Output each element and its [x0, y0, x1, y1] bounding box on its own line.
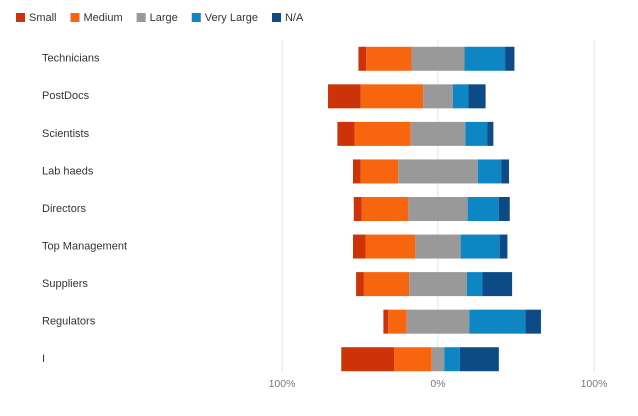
bar-segment	[356, 272, 364, 297]
legend-label: Large	[150, 12, 178, 24]
bar-segment	[525, 309, 541, 334]
bar-segment	[337, 121, 355, 146]
bar-segment	[466, 272, 483, 297]
y-tick-label: I	[42, 353, 45, 365]
bar-segment	[406, 309, 470, 334]
x-tick-label: 100%	[581, 378, 608, 390]
legend-label: Very Large	[205, 12, 258, 24]
bar-segment	[409, 272, 467, 297]
x-tick-label: 100%	[269, 378, 296, 390]
y-tick-label: Regulators	[42, 316, 96, 328]
bar-segment	[501, 159, 509, 184]
legend-swatch	[70, 13, 80, 22]
legend-swatch	[191, 13, 201, 22]
bar-segment	[467, 197, 499, 221]
bar-segment	[468, 84, 486, 109]
bar-segment	[366, 46, 412, 71]
y-tick-label: Technicians	[42, 53, 100, 65]
bar-segment	[505, 46, 515, 71]
y-tick-label: PostDocs	[42, 90, 90, 102]
bar-segment	[482, 272, 513, 297]
bar-segment	[360, 84, 424, 109]
bar-segment	[361, 197, 409, 221]
bar-segment	[353, 197, 362, 221]
bar-segment	[394, 347, 432, 372]
legend-swatch	[16, 13, 25, 22]
bar-segment	[469, 309, 526, 334]
bar-segment	[487, 121, 494, 146]
x-tick-label: 0%	[430, 378, 445, 390]
bar-segment	[354, 121, 411, 146]
legend-label: N/A	[285, 12, 304, 24]
bar-segment	[365, 234, 416, 259]
y-tick-label: Top Management	[42, 240, 127, 252]
bar-segment	[352, 234, 366, 259]
bar-segment	[360, 159, 399, 184]
bar-segment	[423, 84, 453, 109]
y-tick-label: Lab haeds	[42, 165, 94, 177]
bar-segment	[408, 197, 468, 221]
bar-segment	[498, 197, 510, 221]
bar-segment	[499, 234, 508, 259]
bar-segment	[477, 159, 502, 184]
bar-segment	[358, 46, 367, 71]
legend-label: Medium	[84, 12, 123, 24]
bar-segment	[431, 347, 445, 372]
bar-segment	[459, 347, 499, 372]
y-tick-label: Scientists	[42, 128, 90, 140]
legend-swatch	[271, 13, 281, 22]
bar-segment	[363, 272, 410, 297]
bar-segment	[464, 46, 506, 71]
bar-segment	[444, 347, 460, 372]
bar-segment	[411, 46, 465, 71]
y-tick-label: Suppliers	[42, 278, 88, 290]
bar-segment	[341, 347, 395, 372]
legend-swatch	[136, 13, 146, 22]
bar-segment	[328, 84, 361, 109]
y-tick-label: Directors	[42, 203, 87, 215]
bar-segment	[465, 121, 488, 146]
bar-segment	[415, 234, 461, 259]
bar-segment	[352, 159, 361, 184]
bar-segment	[460, 234, 500, 259]
bar-segment	[410, 121, 466, 146]
bar-segment	[383, 309, 389, 334]
bar-segment	[452, 84, 469, 109]
legend-label: Small	[29, 12, 57, 24]
bar-segment	[388, 309, 407, 334]
bar-segment	[398, 159, 478, 184]
